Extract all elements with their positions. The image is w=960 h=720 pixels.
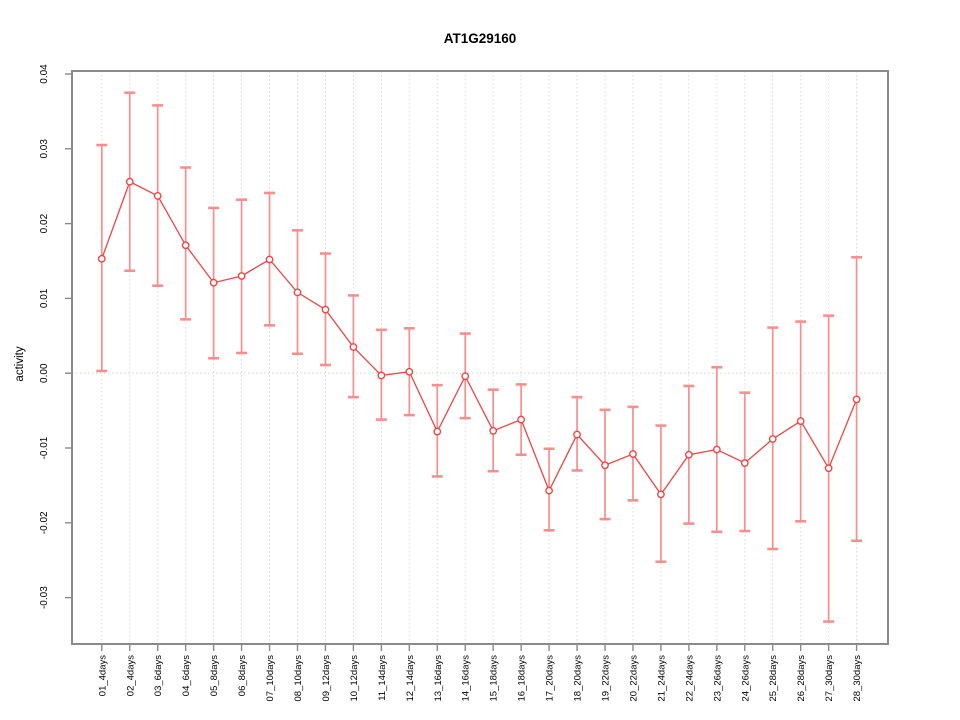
data-point bbox=[629, 450, 637, 458]
data-point bbox=[433, 427, 442, 436]
x-tick-label: 14_16days bbox=[461, 655, 472, 702]
x-tick-label: 26_28days bbox=[796, 655, 807, 702]
data-point bbox=[321, 305, 330, 314]
data-point bbox=[824, 464, 833, 473]
x-tick-label: 19_22days bbox=[601, 655, 612, 702]
data-point bbox=[573, 430, 581, 439]
data-point bbox=[489, 426, 498, 435]
x-tick-label: 28_30days bbox=[852, 655, 863, 702]
x-tick-label: 02_4days bbox=[125, 655, 136, 696]
x-tick-label: 10_12days bbox=[349, 655, 360, 702]
data-point bbox=[796, 417, 805, 425]
x-tick-label: 08_10days bbox=[293, 655, 304, 702]
series-line bbox=[101, 180, 858, 496]
plot-frame bbox=[71, 70, 889, 645]
data-point bbox=[405, 367, 414, 376]
y-tick-label: 0.01 bbox=[39, 288, 50, 308]
x-tick-label: 05_8days bbox=[209, 655, 220, 696]
y-tick-label: -0.02 bbox=[39, 511, 50, 534]
x-tick-label: 21_24days bbox=[656, 655, 667, 702]
x-tick-label: 04_6days bbox=[181, 655, 192, 696]
data-point bbox=[293, 288, 302, 297]
data-point bbox=[181, 241, 190, 250]
x-tick-label: 17_20days bbox=[545, 655, 556, 702]
data-point bbox=[712, 445, 721, 454]
data-point bbox=[684, 450, 693, 459]
data-point bbox=[768, 435, 777, 443]
y-tick-label: 0.02 bbox=[39, 213, 50, 233]
y-tick-label: -0.03 bbox=[39, 586, 50, 609]
x-tick-label: 01_4days bbox=[97, 655, 108, 696]
data-point bbox=[125, 177, 134, 186]
x-tick-label: 18_20days bbox=[573, 655, 584, 702]
data-point bbox=[545, 486, 553, 495]
x-tick-label: 06_8days bbox=[237, 655, 248, 696]
x-tick-label: 07_10days bbox=[265, 655, 276, 702]
data-point bbox=[237, 272, 246, 280]
data-point bbox=[97, 254, 106, 263]
x-tick-label: 25_28days bbox=[768, 655, 779, 702]
y-tick-label: -0.01 bbox=[39, 436, 50, 459]
x-tick-label: 09_12days bbox=[321, 655, 332, 702]
x-tick-label: 22_24days bbox=[684, 655, 695, 702]
data-point bbox=[209, 278, 218, 287]
data-point bbox=[153, 192, 162, 200]
x-tick-label: 16_18days bbox=[517, 655, 528, 702]
data-point bbox=[740, 459, 749, 467]
data-point bbox=[852, 395, 861, 404]
y-tick-label: 0.03 bbox=[39, 139, 50, 159]
data-point bbox=[601, 461, 609, 470]
data-point bbox=[265, 255, 274, 264]
y-tick-label: 0.00 bbox=[39, 363, 50, 383]
x-tick-label: 03_6days bbox=[153, 655, 164, 696]
x-tick-label: 20_22days bbox=[628, 655, 639, 702]
x-tick-label: 13_16days bbox=[433, 655, 444, 702]
y-tick-label: 0.04 bbox=[39, 64, 50, 84]
data-point bbox=[349, 343, 358, 351]
data-point bbox=[461, 372, 470, 381]
chart-title: AT1G29160 bbox=[443, 31, 517, 46]
x-tick-label: 24_26days bbox=[740, 655, 751, 702]
x-tick-label: 23_26days bbox=[712, 655, 723, 702]
x-tick-label: 15_18days bbox=[489, 655, 500, 702]
x-tick-label: 11_14days bbox=[377, 655, 388, 701]
x-tick-label: 12_14days bbox=[405, 655, 416, 702]
data-point bbox=[657, 490, 665, 499]
data-point bbox=[377, 371, 386, 380]
x-tick-label: 27_30days bbox=[824, 655, 835, 702]
data-point bbox=[517, 415, 526, 424]
